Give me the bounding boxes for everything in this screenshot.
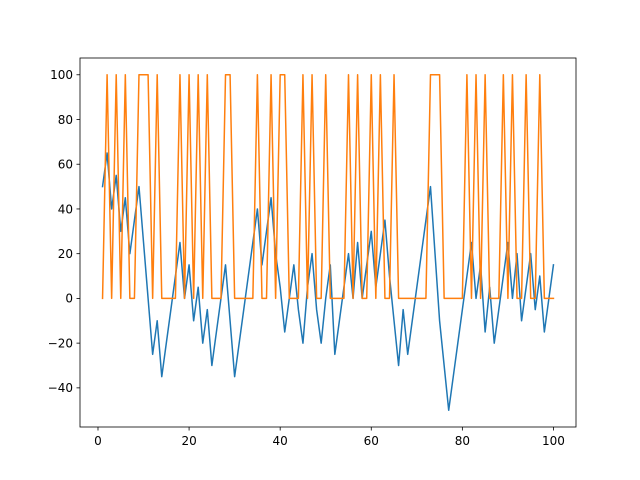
series-line-2 <box>101 74 555 300</box>
x-axis-ticks: 0 20 40 60 80 100 <box>94 427 565 448</box>
y-tick-label: 20 <box>58 247 73 261</box>
x-tick-label: 60 <box>364 434 379 448</box>
y-tick-label: 40 <box>58 202 73 216</box>
x-tick-label: 100 <box>542 434 565 448</box>
x-tick-label: 20 <box>181 434 196 448</box>
y-tick-label: 60 <box>58 158 73 172</box>
x-tick-label: 0 <box>94 434 102 448</box>
series-line-1 <box>101 152 555 411</box>
series-layer <box>101 74 555 411</box>
y-tick-label: 100 <box>50 68 73 82</box>
y-tick-label: 0 <box>65 292 73 306</box>
y-tick-label: 80 <box>58 113 73 127</box>
plot-frame <box>79 57 577 428</box>
y-axis-ticks: −40 −20 0 20 40 60 80 100 <box>48 68 80 395</box>
x-tick-label: 80 <box>455 434 470 448</box>
y-tick-label: −20 <box>48 336 73 350</box>
x-tick-label: 40 <box>273 434 288 448</box>
axes-layer <box>79 57 577 428</box>
y-tick-label: −40 <box>48 381 73 395</box>
